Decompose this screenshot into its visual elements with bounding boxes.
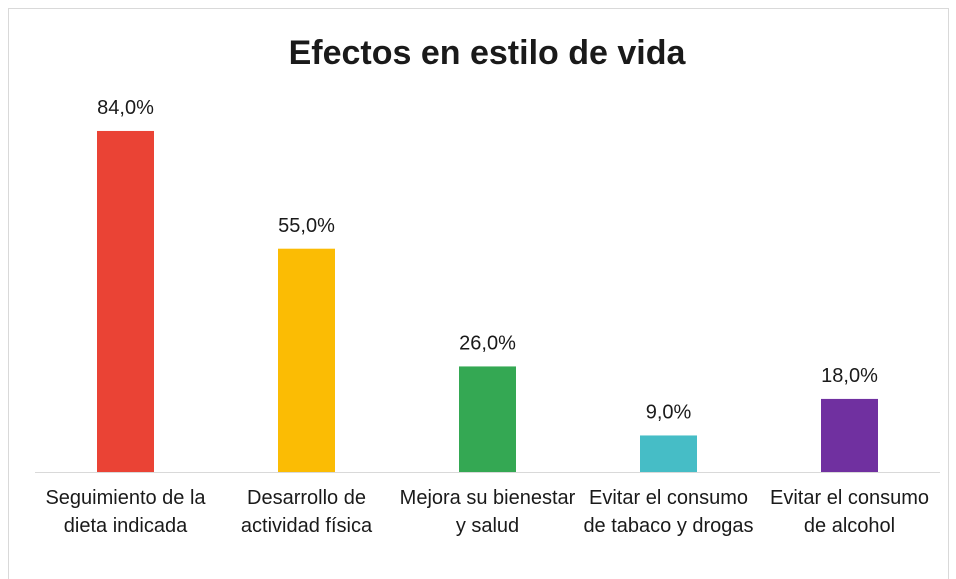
x-tick-label: Desarrollo de actividad física bbox=[240, 487, 373, 537]
value-label: 26,0% bbox=[459, 333, 516, 355]
chart-border bbox=[8, 8, 949, 579]
bar bbox=[640, 435, 697, 472]
x-tick-label: Mejora su bienestar y salud bbox=[399, 487, 576, 537]
value-label: 84,0% bbox=[97, 97, 154, 119]
value-label: 55,0% bbox=[278, 215, 335, 237]
value-label: 18,0% bbox=[821, 365, 878, 387]
x-tick-label: Evitar el consumo de tabaco y drogas bbox=[583, 487, 754, 537]
value-label: 9,0% bbox=[646, 402, 692, 424]
bar bbox=[821, 398, 878, 472]
bar bbox=[459, 366, 516, 472]
chart-title: Efectos en estilo de vida bbox=[289, 34, 687, 72]
bar bbox=[278, 248, 335, 472]
bar bbox=[97, 130, 154, 472]
x-tick-label: Seguimiento de la dieta indicada bbox=[45, 487, 206, 537]
x-tick-label: Evitar el consumo de alcohol bbox=[770, 487, 929, 537]
